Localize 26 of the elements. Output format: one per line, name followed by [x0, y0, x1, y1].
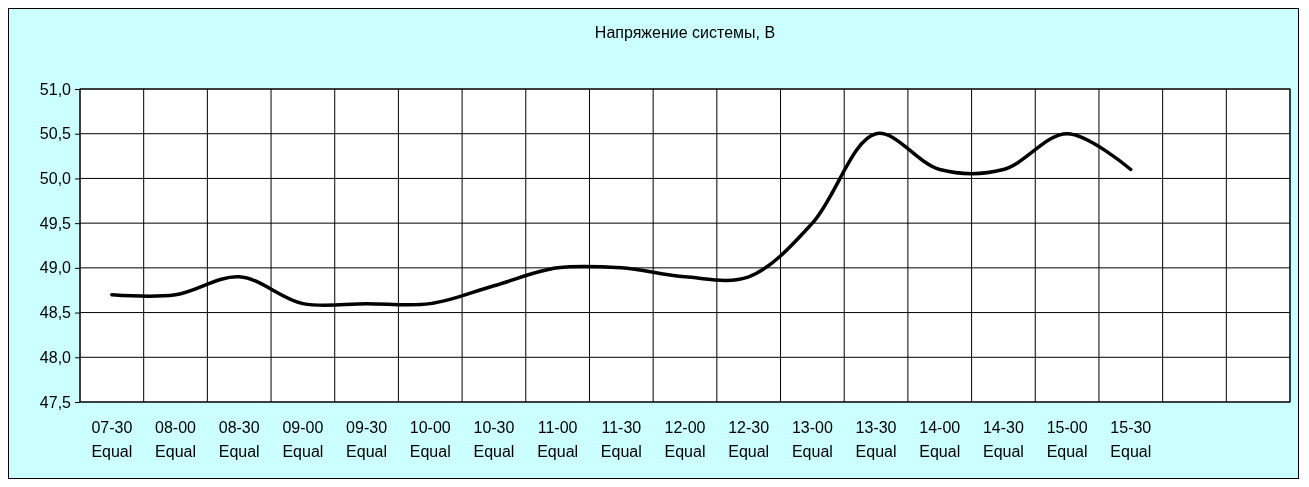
x-tick-label: 15-30 Equal — [1110, 419, 1152, 460]
x-tick-label: 12-00 Equal — [664, 419, 706, 460]
chart-title: Напряжение системы, В — [594, 24, 776, 41]
y-tick-label: 49,0 — [39, 259, 72, 277]
x-tick-label: 08-30 Equal — [218, 419, 260, 460]
y-tick-label: 49,5 — [39, 214, 72, 232]
y-tick-label: 50,5 — [39, 125, 72, 143]
y-tick-label: 48,5 — [39, 304, 72, 322]
y-tick-label: 51,0 — [39, 80, 72, 98]
x-tick-label: 10-00 Equal — [409, 419, 451, 460]
x-tick-label: 09-00 Equal — [282, 419, 324, 460]
y-tick-label: 48,0 — [39, 348, 72, 366]
x-tick-label: 12-30 Equal — [728, 419, 770, 460]
x-tick-label: 13-00 Equal — [791, 419, 833, 460]
x-tick-label: 14-00 Equal — [919, 419, 961, 460]
x-tick-label: 11-30 Equal — [600, 419, 642, 460]
x-tick-label: 14-30 Equal — [982, 419, 1024, 460]
x-tick-label: 13-30 Equal — [855, 419, 897, 460]
x-tick-label: 10-30 Equal — [473, 419, 515, 460]
x-tick-label: 15-00 Equal — [1046, 419, 1088, 460]
x-tick-label: 07-30 Equal — [91, 419, 133, 460]
y-tick-label: 47,5 — [39, 393, 72, 411]
x-tick-label: 11-00 Equal — [537, 419, 579, 460]
x-tick-label: 08-00 Equal — [155, 419, 197, 460]
x-tick-label: 09-30 Equal — [346, 419, 388, 460]
y-tick-label: 50,0 — [39, 170, 72, 188]
